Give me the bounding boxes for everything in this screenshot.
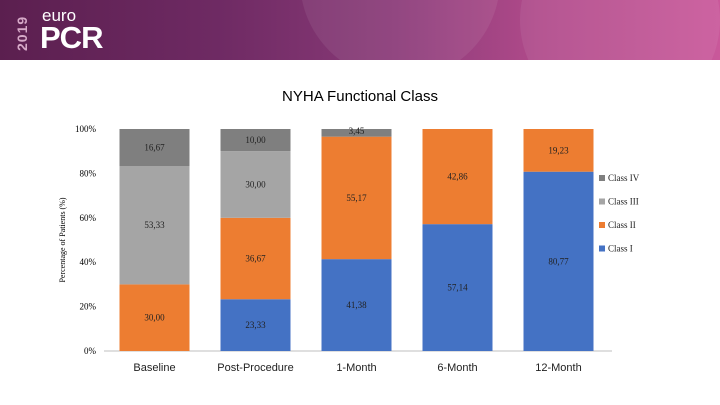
bar-segment [523, 171, 594, 351]
legend-swatch [599, 198, 605, 205]
data-label: 30,00 [144, 313, 165, 323]
data-label: 42,86 [447, 172, 468, 182]
data-label: 53,33 [144, 220, 165, 230]
bar-segment [422, 129, 493, 225]
bar-segment [321, 129, 392, 137]
data-labels-group: 30,00 53,33 16,67 23,33 36,67 30,00 10,00 41,38… [144, 126, 569, 330]
legend-label: Class II [608, 220, 636, 230]
x-tick-label: 6-Month [437, 362, 477, 374]
data-label: 23,33 [245, 320, 266, 330]
data-label: 19,23 [548, 145, 569, 155]
logo-euro-text: euro [42, 6, 77, 25]
bar-segment [119, 166, 190, 285]
x-axis-ticks: Baseline Post-Procedure 1-Month 6-Month 12-M… [133, 362, 581, 374]
x-tick-label: 12-Month [535, 362, 581, 374]
data-label: 16,67 [144, 143, 165, 153]
data-label: 3,45 [349, 126, 365, 136]
x-tick-label: 1-Month [336, 362, 376, 374]
logo-year-text: 2019 [14, 16, 30, 51]
bar-segment [321, 259, 392, 351]
data-label: 10,00 [245, 135, 266, 145]
banner-decoration [300, 0, 500, 60]
data-label: 55,17 [346, 193, 367, 203]
bar-segment [523, 129, 594, 172]
data-label: 41,38 [346, 300, 367, 310]
y-tick-label: 80% [80, 168, 97, 178]
data-label: 36,67 [245, 254, 266, 264]
bar-segment [220, 299, 291, 351]
bar-segment [422, 224, 493, 351]
logo-year: 2019 [14, 16, 30, 51]
banner-decoration [520, 0, 720, 60]
bar-segment [321, 136, 392, 260]
bars-group [119, 129, 594, 351]
bar-segment [119, 129, 190, 167]
bar-segment [220, 129, 291, 152]
legend-swatch [599, 175, 605, 181]
data-label: 57,14 [447, 283, 468, 293]
legend-label: Class IV [608, 173, 640, 183]
x-tick-label: Baseline [133, 362, 175, 374]
legend: Class IV Class III Class II Class I [599, 173, 640, 254]
y-axis-label: Percentage of Patients (%) [58, 197, 67, 282]
y-axis-ticks: 0% 20% 40% 60% 80% 100% [75, 124, 97, 356]
bar-segment [220, 217, 291, 300]
bar-segment [220, 151, 291, 218]
y-tick-label: 60% [80, 213, 97, 223]
chart-title: NYHA Functional Class [282, 88, 438, 105]
x-tick-label: Post-Procedure [217, 362, 293, 374]
legend-swatch [599, 222, 605, 228]
bar-segment [119, 284, 190, 351]
data-label: 80,77 [548, 256, 569, 266]
y-tick-label: 40% [80, 257, 97, 267]
header-banner: 2019 euro PCR [0, 0, 720, 60]
y-tick-label: 100% [75, 124, 97, 134]
data-label: 30,00 [245, 180, 266, 190]
legend-label: Class I [608, 244, 633, 254]
y-tick-label: 20% [80, 302, 97, 312]
y-tick-label: 0% [84, 346, 97, 356]
legend-swatch [599, 245, 605, 252]
legend-label: Class III [608, 197, 639, 207]
logo-pcr-text: PCR [40, 20, 103, 55]
